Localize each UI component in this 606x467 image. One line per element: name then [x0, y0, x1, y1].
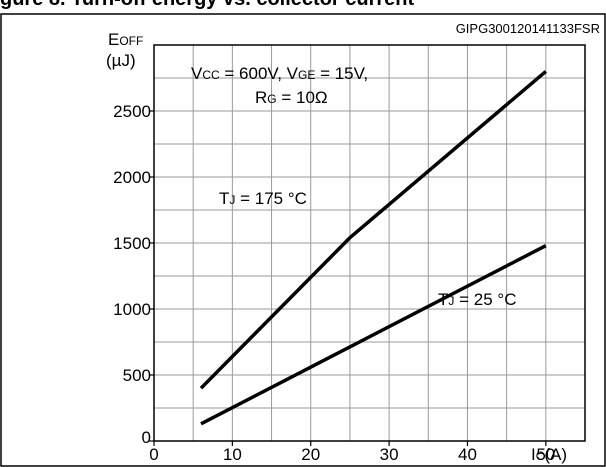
x-tick-label: 30 — [380, 445, 399, 464]
y-tick-label: 500 — [123, 366, 151, 385]
y-tick-label: 0 — [142, 428, 151, 447]
y-axis-ticks: 0 500 1000 1500 2000 2500 — [113, 102, 154, 447]
figure-frame — [0, 13, 606, 467]
grid — [154, 45, 585, 441]
y-tick-label: 1000 — [113, 300, 151, 319]
series-label-tj-175: TJ = 175 °C — [219, 189, 307, 208]
y-tick-label: 1500 — [113, 234, 151, 253]
x-axis-label: IC(A) — [531, 445, 567, 464]
x-axis-ticks: 0 10 20 30 40 50 — [149, 441, 555, 464]
page-title: gure 8. Turn-off energy vs. collector cu… — [0, 0, 414, 11]
series-group — [199, 70, 547, 426]
x-tick-label: 40 — [458, 445, 477, 464]
series-line-tj-175 — [199, 70, 547, 390]
x-tick-label: 50 — [536, 445, 555, 464]
y-axis-label: EOFF — [108, 30, 143, 49]
x-tick-label: 0 — [149, 445, 158, 464]
y-tick-label: 2500 — [113, 102, 151, 121]
figure-code: GIPG300120141133FSR — [456, 21, 600, 36]
conditions-line-2: RG = 10Ω — [255, 88, 328, 107]
series-line-tj-25 — [200, 244, 547, 426]
x-tick-label: 10 — [223, 445, 242, 464]
y-tick-label: 2000 — [113, 168, 151, 187]
x-tick-label: 20 — [301, 445, 320, 464]
series-label-tj-25: TJ = 25 °C — [438, 290, 516, 309]
conditions-line-1: VCC = 600V, VGE = 15V, — [191, 64, 368, 83]
y-axis-unit: (µJ) — [106, 51, 136, 70]
test-conditions: VCC = 600V, VGE = 15V, RG = 10Ω — [191, 64, 368, 107]
